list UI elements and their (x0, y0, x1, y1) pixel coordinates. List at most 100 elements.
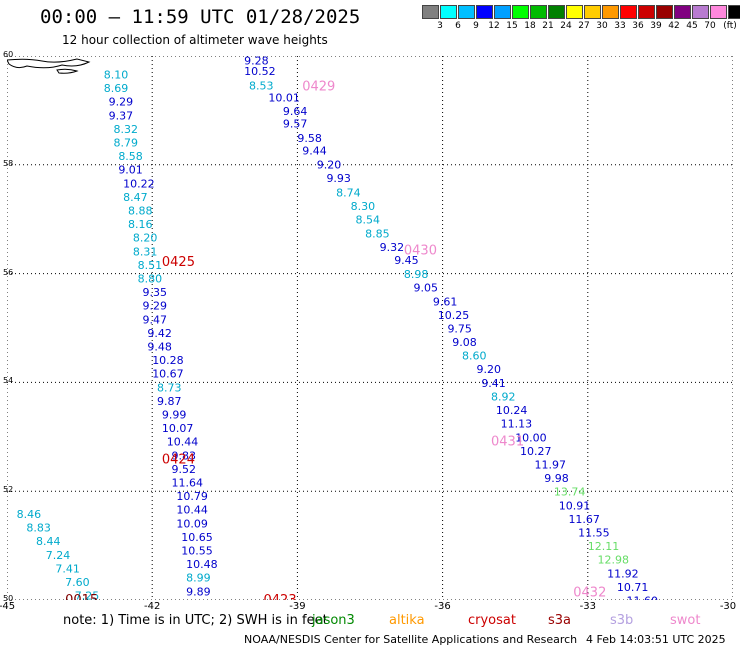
swh-value: 9.42 (147, 327, 172, 340)
legend-swatch (458, 5, 475, 19)
pass-time-label: 0425 (162, 255, 195, 270)
mission-label-s3b: s3b (610, 613, 634, 628)
swh-value: 8.83 (26, 522, 51, 535)
track-0015: 8.468.838.447.247.417.607.258.64 (17, 508, 100, 600)
legend-swatch (638, 5, 655, 19)
swh-value: 8.73 (157, 381, 182, 394)
swh-value: 13.74 (554, 486, 586, 499)
swh-value: 10.73 (191, 599, 223, 600)
swh-value: 8.74 (336, 187, 361, 200)
swh-value: 9.37 (109, 109, 134, 122)
legend-tick: 33 (614, 21, 626, 31)
swh-value: 9.41 (481, 377, 506, 390)
legend-tick: 6 (455, 21, 461, 31)
pass-time-label: 0431 (491, 435, 524, 450)
lon-tick-label: -45 (0, 601, 16, 612)
swh-value: 9.20 (317, 158, 342, 171)
legend-swatch (584, 5, 601, 19)
pass-time-label: 0015 (65, 593, 98, 600)
swh-value: 10.25 (438, 309, 470, 322)
legend-tick: 70 (704, 21, 716, 31)
swh-value: 10.48 (186, 558, 218, 571)
legend-swatch (440, 5, 457, 19)
legend-swatch (656, 5, 673, 19)
legend-swatch (494, 5, 511, 19)
swh-value: 8.99 (186, 572, 211, 585)
lon-tick-label: -42 (144, 601, 161, 612)
legend-swatch (728, 5, 740, 19)
swh-value: 9.83 (172, 449, 197, 462)
legend-swatch (530, 5, 547, 19)
swh-value: 8.53 (249, 79, 274, 92)
legend-tick: 12 (488, 21, 500, 31)
legend-swatch (692, 5, 709, 19)
swh-value: 9.28 (244, 56, 269, 67)
swh-value: 10.28 (152, 354, 184, 367)
swh-value: 9.35 (143, 286, 168, 299)
legend-swatch (620, 5, 637, 19)
swh-value: 10.91 (559, 499, 591, 512)
swh-value: 8.58 (118, 150, 143, 163)
swh-value: 10.44 (176, 504, 208, 517)
legend-swatch (566, 5, 583, 19)
track-values: 9.2810.528.5310.019.649.579.589.449.209.… (17, 56, 659, 600)
swh-value: 11.92 (607, 567, 639, 580)
pass-time-label: 0423 (264, 593, 297, 600)
swh-value: 7.25 (75, 590, 100, 600)
swh-value: 11.13 (501, 418, 533, 431)
legend-unit: (ft) (723, 21, 737, 31)
mission-label-altika: altika (389, 613, 425, 628)
swh-value: 8.80 (138, 272, 163, 285)
swh-value: 9.47 (143, 313, 168, 326)
swh-value: 9.29 (109, 96, 134, 109)
swh-value: 9.08 (452, 336, 477, 349)
swh-value: 10.24 (496, 404, 527, 417)
lat-tick-label: 50 (3, 594, 14, 603)
pass-time-label: 0432 (573, 585, 606, 600)
coastline (7, 58, 91, 74)
graticule (7, 56, 733, 600)
pass-time-label: 0424 (162, 453, 195, 468)
legend-ticks: 3 6 9 12 15 18 21 24 27 30 33 36 39 42 45 70 (ft) (422, 19, 740, 33)
swh-value: 8.98 (404, 268, 429, 281)
swh-value: 9.05 (414, 282, 439, 295)
pass-labels: 0429 0425 0430 0431 0424 0015 0423 0432 (65, 79, 606, 600)
swh-value: 9.48 (147, 340, 172, 353)
legend-swatch (710, 5, 727, 19)
swh-value: 9.87 (157, 395, 182, 408)
swh-value: 9.45 (394, 254, 419, 267)
swh-value: 11.55 (578, 527, 610, 540)
swh-value: 10.07 (162, 422, 194, 435)
mission-label-swot: swot (670, 613, 701, 628)
legend-swatches (422, 5, 740, 19)
swh-value: 8.47 (123, 191, 148, 204)
legend-swatch (602, 5, 619, 19)
legend-tick: 18 (524, 21, 536, 31)
swh-value: 9.98 (544, 472, 569, 485)
footer-credit: NOAA/NESDIS Center for Satellite Applica… (244, 633, 578, 646)
wave-height-map: 9.2810.528.5310.019.649.579.589.449.209.… (7, 56, 733, 600)
legend-swatch (476, 5, 493, 19)
legend-tick: 15 (506, 21, 518, 31)
swh-value: 10.67 (152, 368, 184, 381)
swh-value: 7.41 (55, 562, 80, 575)
swh-value: 11.60 (627, 595, 659, 600)
swh-value: 9.58 (297, 132, 322, 145)
swh-value: 8.60 (462, 350, 487, 363)
swh-value: 10.52 (244, 65, 276, 78)
swh-value: 8.54 (355, 214, 380, 227)
swh-value: 9.89 (186, 585, 211, 598)
swh-value: 9.52 (172, 463, 197, 476)
legend-swatch (422, 5, 439, 19)
lat-tick-label: 52 (3, 485, 14, 495)
swh-value: 11.67 (568, 513, 600, 526)
title: 00:00 — 11:59 UTC 01/28/2025 (40, 6, 361, 28)
swh-value: 10.27 (520, 445, 552, 458)
lat-tick-label: 60 (3, 50, 14, 59)
swh-value: 9.20 (476, 363, 501, 376)
lon-tick-label: -30 (719, 601, 737, 612)
swh-value: 12.11 (588, 540, 620, 553)
legend-tick: 24 (560, 21, 572, 31)
swh-value: 8.16 (128, 218, 153, 231)
swh-value: 8.30 (351, 200, 376, 213)
